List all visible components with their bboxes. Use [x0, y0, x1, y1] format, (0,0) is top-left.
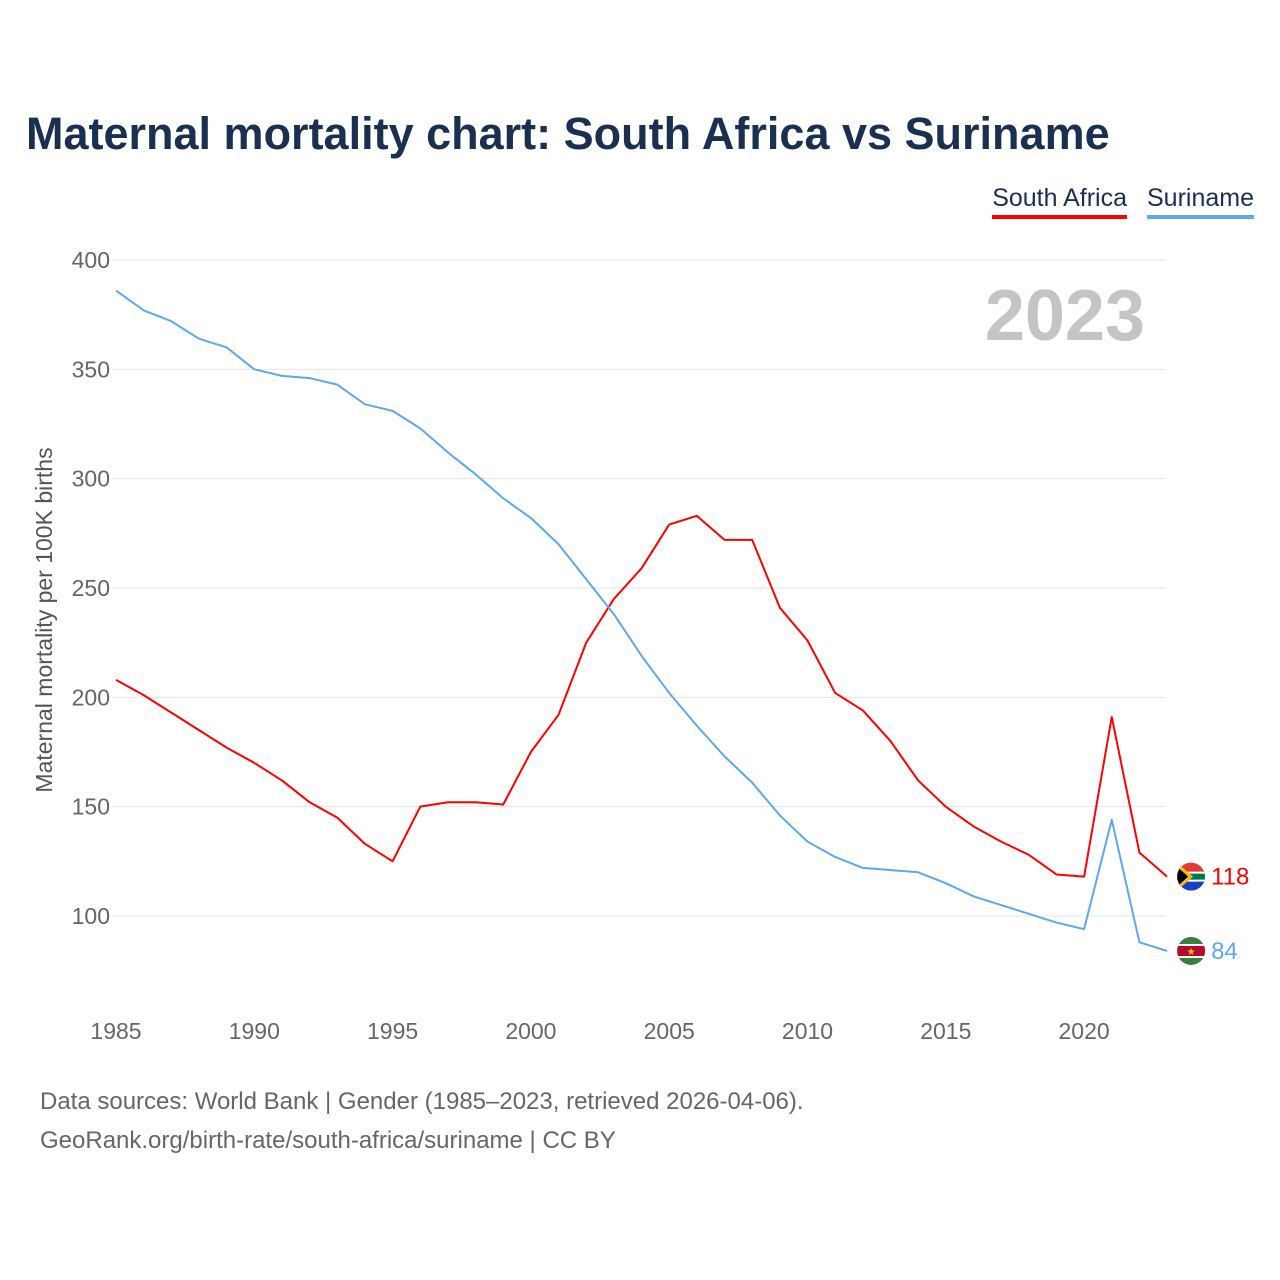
- y-axis-label: Maternal mortality per 100K births: [31, 447, 57, 792]
- footer-sources: Data sources: World Bank | Gender (1985–…: [40, 1088, 804, 1115]
- suriname-flag-icon: ★: [1177, 936, 1206, 965]
- x-tick-label: 2020: [1059, 1018, 1110, 1044]
- x-tick-label: 2015: [920, 1018, 971, 1044]
- x-tick-label: 1990: [229, 1018, 280, 1044]
- y-tick-label: 200: [72, 684, 110, 710]
- y-tick-label: 350: [72, 356, 110, 382]
- series-line-south-africa: [115, 514, 1168, 878]
- series-line-suriname: [115, 289, 1168, 952]
- y-tick-label: 250: [72, 575, 110, 601]
- chart-title: Maternal mortality chart: South Africa v…: [26, 108, 1110, 159]
- legend-south-africa[interactable]: South Africa: [992, 184, 1127, 219]
- y-tick-label: 400: [72, 247, 110, 273]
- x-tick-label: 2010: [782, 1018, 833, 1044]
- y-tick-label: 100: [72, 903, 110, 929]
- end-value-label: 118: [1211, 864, 1249, 891]
- year-label: 2023: [985, 276, 1145, 356]
- legend: South Africa Suriname: [992, 184, 1254, 219]
- svg-text:★: ★: [1187, 947, 1196, 958]
- end-value-label: 84: [1211, 938, 1238, 965]
- x-tick-label: 1995: [367, 1018, 418, 1044]
- x-tick-label: 1985: [90, 1018, 141, 1044]
- south-africa-flag-icon: [1177, 862, 1206, 891]
- x-tick-label: 2000: [505, 1018, 556, 1044]
- footer-link[interactable]: GeoRank.org/birth-rate/south-africa/suri…: [40, 1127, 616, 1154]
- y-tick-label: 300: [72, 466, 110, 492]
- y-tick-label: 150: [72, 794, 110, 820]
- x-tick-label: 2005: [644, 1018, 695, 1044]
- legend-suriname[interactable]: Suriname: [1147, 184, 1254, 219]
